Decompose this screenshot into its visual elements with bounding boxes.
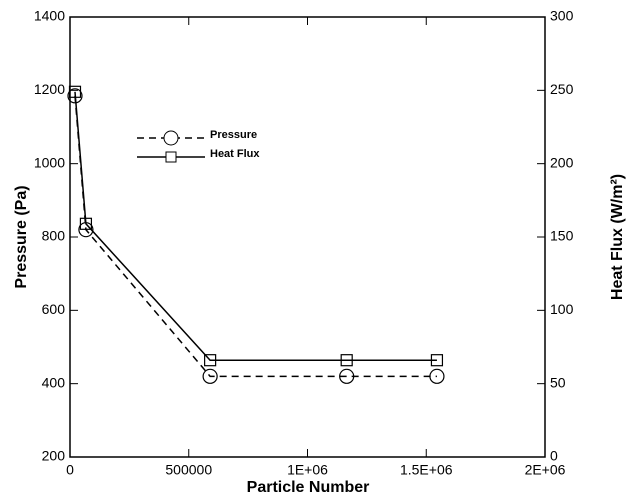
y2-tick-label: 100 bbox=[550, 301, 574, 317]
point bbox=[79, 217, 93, 230]
legend-label: Heat Flux bbox=[210, 148, 260, 160]
point bbox=[204, 354, 217, 367]
legend-marker bbox=[165, 151, 177, 163]
point bbox=[429, 368, 445, 384]
point bbox=[339, 368, 355, 384]
y2-tick-label: 50 bbox=[550, 374, 566, 390]
y-tick-label: 200 bbox=[42, 448, 66, 464]
y2-tick-label: 0 bbox=[550, 448, 558, 464]
x-axis-title: Particle Number bbox=[247, 479, 370, 496]
point bbox=[67, 88, 83, 104]
series-line bbox=[74, 91, 437, 361]
y-tick-label: 600 bbox=[42, 301, 66, 317]
y2-axis-title: Heat Flux (W/m²) bbox=[609, 174, 626, 300]
y-tick-label: 1000 bbox=[34, 154, 65, 170]
point bbox=[340, 354, 353, 367]
point bbox=[202, 368, 218, 384]
point bbox=[430, 354, 444, 367]
legend-marker bbox=[163, 130, 179, 146]
y-tick-label: 400 bbox=[42, 374, 66, 390]
legend-label: Pressure bbox=[210, 129, 257, 141]
y2-tick-label: 200 bbox=[550, 154, 574, 170]
plot-frame bbox=[69, 16, 546, 458]
x-tick-label: 1.5E+06 bbox=[400, 462, 453, 478]
x-tick-label: 1E+06 bbox=[287, 462, 328, 478]
y-tick-label: 1200 bbox=[34, 81, 65, 97]
point bbox=[68, 85, 82, 98]
y2-tick-label: 300 bbox=[550, 8, 574, 24]
x-tick-label: 500000 bbox=[165, 462, 212, 478]
y-tick-label: 800 bbox=[42, 228, 66, 244]
x-tick-label: 2E+06 bbox=[525, 462, 566, 478]
y-axis-title: Pressure (Pa) bbox=[13, 185, 30, 288]
y2-tick-label: 250 bbox=[550, 81, 574, 97]
y2-tick-label: 150 bbox=[550, 228, 574, 244]
x-tick-label: 0 bbox=[66, 462, 74, 478]
y-tick-label: 1400 bbox=[34, 8, 65, 24]
